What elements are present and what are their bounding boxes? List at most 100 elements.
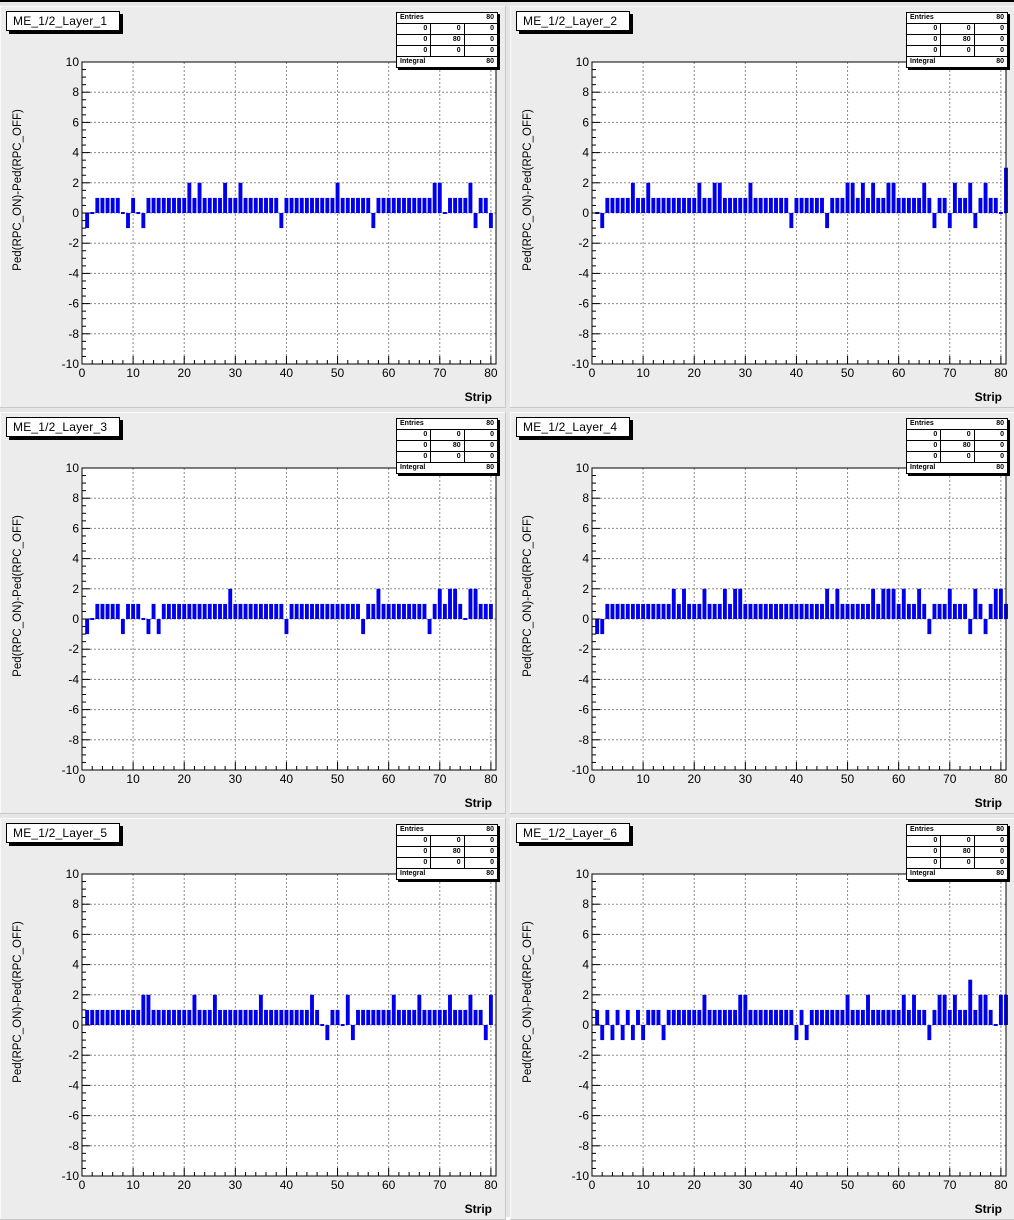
histogram-bar xyxy=(610,1025,615,1041)
histogram-bar xyxy=(335,182,340,213)
x-tick-label: 20 xyxy=(688,366,702,380)
histogram-bar xyxy=(993,1024,998,1026)
histogram-bar xyxy=(794,1025,799,1041)
x-tick-label: 30 xyxy=(229,772,243,786)
x-tick-label: 10 xyxy=(636,366,650,380)
pad-layer-2[interactable]: -10 -8 -6 -4 -2 0 2 4 6 8 10 0 10 20 30 40 50 60 70 80 ME_1… xyxy=(510,6,1014,408)
histogram-bar xyxy=(799,603,804,619)
histogram-bar xyxy=(315,1009,320,1025)
histogram-bar xyxy=(947,588,952,619)
y-axis-label: Ped(RPC_ON)-Ped(RPC_OFF) xyxy=(12,109,24,271)
y-tick-label: 8 xyxy=(582,491,589,505)
stats-entries-label: Entries xyxy=(910,826,934,833)
histogram-bar xyxy=(386,197,391,213)
histogram-bar xyxy=(274,1009,279,1025)
histogram-bar xyxy=(478,603,483,619)
histogram-bar xyxy=(258,197,263,213)
histogram-bar xyxy=(605,603,610,619)
histogram-bar xyxy=(146,619,151,635)
histogram-bar xyxy=(483,603,488,619)
x-tick-label: 10 xyxy=(636,1178,650,1192)
histogram-bar xyxy=(866,603,870,619)
stats-entries-row: Entries 80 xyxy=(907,419,1007,430)
x-tick-label: 50 xyxy=(331,1178,345,1192)
histogram-bar xyxy=(376,197,381,213)
histogram-bar xyxy=(855,197,860,213)
pad-layer-6[interactable]: -10 -8 -6 -4 -2 0 2 4 6 8 10 0 10 20 30 40 50 60 70 80 ME_1… xyxy=(510,818,1014,1220)
histogram-bar xyxy=(366,603,371,619)
histogram-bar xyxy=(774,1009,778,1025)
stats-grid-cell: 0 xyxy=(933,47,938,54)
stats-integral-value: 80 xyxy=(486,58,494,65)
y-tick-label: 8 xyxy=(582,897,589,911)
histogram-bar xyxy=(891,1009,896,1025)
pad-title: ME_1/2_Layer_4 xyxy=(516,417,631,437)
stats-grid-row: 0 80 0 xyxy=(397,847,497,858)
histogram-bar xyxy=(453,588,458,619)
histogram-bar xyxy=(605,197,610,213)
histogram-bar xyxy=(722,588,727,619)
histogram-bar xyxy=(212,994,217,1025)
histogram-bar xyxy=(320,197,325,213)
histogram-bar xyxy=(789,213,794,229)
stats-grid-row: 0 80 0 xyxy=(397,35,497,46)
histogram-bar xyxy=(182,197,187,213)
histogram-bar xyxy=(442,603,447,619)
histogram-bar xyxy=(131,1009,136,1025)
stats-grid-cell: 0 xyxy=(973,430,1007,440)
stats-grid-cell: 80 xyxy=(430,35,463,45)
histogram-bar xyxy=(356,197,360,213)
histogram-bar xyxy=(90,212,95,214)
y-tick-label: 8 xyxy=(72,897,79,911)
histogram-bar xyxy=(958,1009,962,1025)
histogram-bar xyxy=(840,1009,845,1025)
stats-entries-label: Entries xyxy=(910,14,934,21)
histogram-bar xyxy=(432,182,437,213)
histogram-bar xyxy=(202,1009,207,1025)
histogram-bar xyxy=(942,197,947,213)
pad-layer-4[interactable]: -10 -8 -6 -4 -2 0 2 4 6 8 10 0 10 20 30 40 50 60 70 80 ME_1… xyxy=(510,412,1014,814)
y-tick-label: -8 xyxy=(578,733,589,747)
histogram-bar xyxy=(963,603,968,619)
histogram-bar xyxy=(820,603,824,619)
histogram-bar xyxy=(488,213,493,229)
y-axis-label: Ped(RPC_ON)-Ped(RPC_OFF) xyxy=(522,921,534,1083)
histogram-bar xyxy=(427,619,432,635)
histogram-bar xyxy=(881,1009,886,1025)
histogram-bar xyxy=(825,588,830,619)
histogram-bar xyxy=(192,197,197,213)
histogram-bar xyxy=(442,1009,447,1025)
stats-entries-value: 80 xyxy=(996,14,1004,21)
histogram-bar xyxy=(799,197,804,213)
histogram-bar xyxy=(356,1009,360,1025)
pad-layer-3[interactable]: -10 -8 -6 -4 -2 0 2 4 6 8 10 0 10 20 30 40 50 60 70 80 ME_1… xyxy=(0,412,506,814)
stats-integral-label: Integral xyxy=(910,464,936,471)
histogram-bar xyxy=(615,603,620,619)
histogram-bar xyxy=(396,197,401,213)
histogram-bar xyxy=(182,603,187,619)
histogram-bar xyxy=(993,588,998,619)
pad-layer-1[interactable]: -10 -8 -6 -4 -2 0 2 4 6 8 10 0 10 20 30 40 50 60 70 80 ME_1… xyxy=(0,6,506,408)
histogram-bar xyxy=(860,603,865,619)
y-tick-label: -4 xyxy=(68,266,79,280)
histogram-bar xyxy=(315,603,320,619)
histogram-bar xyxy=(860,1009,865,1025)
histogram-bar xyxy=(437,1009,442,1025)
histogram-bar xyxy=(692,197,697,213)
plot-layer-3: -10 -8 -6 -4 -2 0 2 4 6 8 10 0 10 20 30 40 50 60 70 80 xyxy=(62,461,498,786)
y-tick-label: -10 xyxy=(62,1169,80,1183)
histogram-bar xyxy=(340,1024,345,1026)
histogram-bar xyxy=(687,1009,692,1025)
y-tick-label: -4 xyxy=(68,1078,79,1092)
stats-grid-row: 0 80 0 xyxy=(397,441,497,452)
pad-layer-5[interactable]: -10 -8 -6 -4 -2 0 2 4 6 8 10 0 10 20 30 40 50 60 70 80 ME_1… xyxy=(0,818,506,1220)
x-tick-label: 50 xyxy=(331,366,345,380)
histogram-bar xyxy=(912,603,916,619)
stats-integral-label: Integral xyxy=(910,58,936,65)
stats-grid-cell: 0 xyxy=(940,452,973,462)
histogram-bar xyxy=(784,603,789,619)
histogram-bar xyxy=(264,603,268,619)
